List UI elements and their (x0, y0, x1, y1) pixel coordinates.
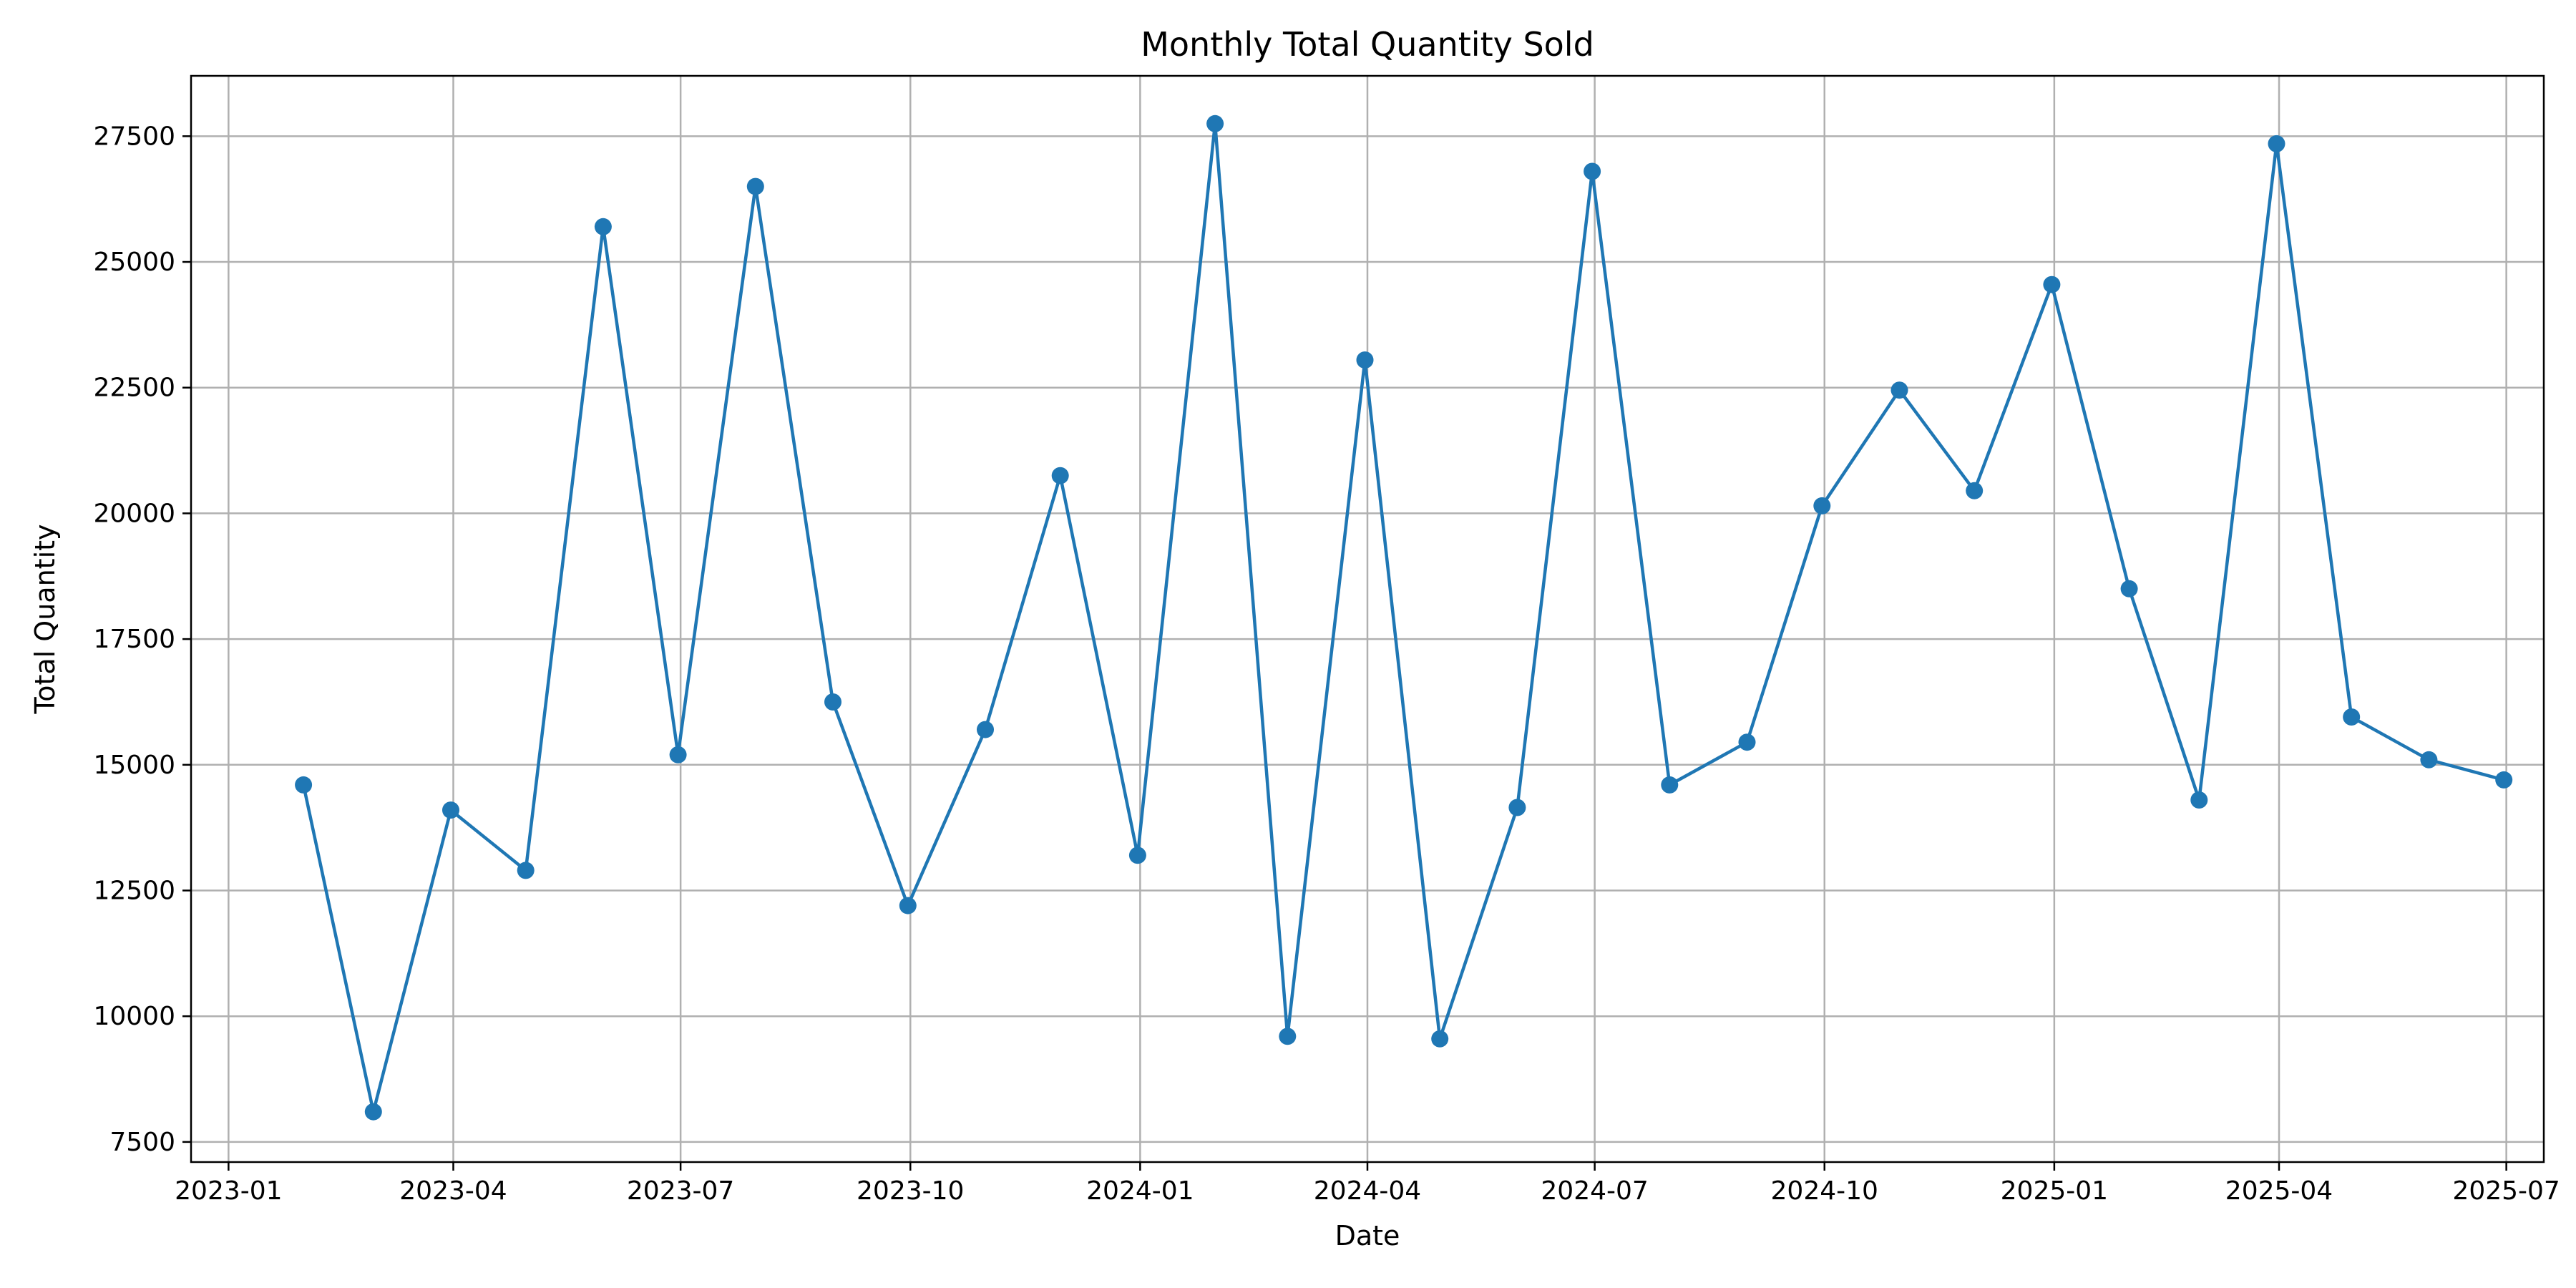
data-series (295, 114, 2513, 1121)
data-point (2268, 135, 2285, 152)
x-tick-label: 2024-10 (1771, 1176, 1878, 1206)
x-tick-label: 2024-04 (1314, 1176, 1421, 1206)
y-axis-label: Total Quantity (29, 524, 61, 714)
data-point (1508, 799, 1526, 816)
data-point (1128, 847, 1146, 864)
y-tick-label: 12500 (93, 877, 175, 906)
x-axis: 2023-01 2023-04 2023-07 2023-10 2024-01 2024-… (175, 1162, 2560, 1206)
y-tick-label: 27500 (93, 122, 175, 151)
data-point (2190, 791, 2208, 809)
data-point (746, 177, 764, 195)
x-tick-label: 2025-01 (2001, 1176, 2108, 1206)
data-point (1661, 776, 1679, 794)
data-point (295, 776, 313, 794)
x-tick-label: 2023-01 (175, 1176, 282, 1206)
chart-title: Monthly Total Quantity Sold (1141, 25, 1594, 64)
data-point (517, 862, 535, 879)
data-point (899, 897, 917, 914)
data-point (594, 218, 612, 235)
data-point (669, 746, 687, 763)
data-point (2043, 275, 2061, 293)
data-point (1431, 1030, 1449, 1048)
data-point (2495, 771, 2513, 789)
data-point (1356, 351, 1374, 369)
data-point (1584, 162, 1601, 180)
x-tick-label: 2025-04 (2225, 1176, 2333, 1206)
y-tick-label: 10000 (93, 1002, 175, 1031)
y-tick-label: 7500 (109, 1128, 175, 1157)
y-axis: 7500 10000 12500 15000 17500 20000 22500 25000 2… (93, 122, 191, 1157)
x-tick-label: 2023-10 (857, 1176, 964, 1206)
data-point (1051, 467, 1069, 484)
x-tick-label: 2023-04 (399, 1176, 507, 1206)
data-point (824, 693, 841, 711)
data-point (1966, 482, 1984, 499)
y-tick-label: 17500 (93, 625, 175, 654)
data-point (1279, 1028, 1297, 1045)
x-tick-label: 2024-01 (1086, 1176, 1194, 1206)
y-tick-label: 20000 (93, 499, 175, 528)
data-point (2120, 580, 2138, 597)
x-tick-label: 2023-07 (627, 1176, 734, 1206)
y-tick-label: 22500 (93, 374, 175, 403)
series-line (301, 122, 2504, 1113)
data-point (364, 1103, 382, 1121)
x-axis-label: Date (1335, 1220, 1400, 1252)
x-tick-label: 2024-07 (1541, 1176, 1648, 1206)
data-point (1890, 381, 1908, 399)
x-tick-label: 2025-07 (2452, 1176, 2560, 1206)
data-point (1206, 114, 1224, 132)
data-point (1738, 733, 1756, 751)
data-point (977, 721, 994, 738)
data-point (442, 801, 459, 819)
data-point (2343, 708, 2361, 726)
y-tick-label: 25000 (93, 248, 175, 277)
data-point (2420, 751, 2438, 769)
data-point (1813, 497, 1831, 514)
y-tick-label: 15000 (93, 751, 175, 780)
